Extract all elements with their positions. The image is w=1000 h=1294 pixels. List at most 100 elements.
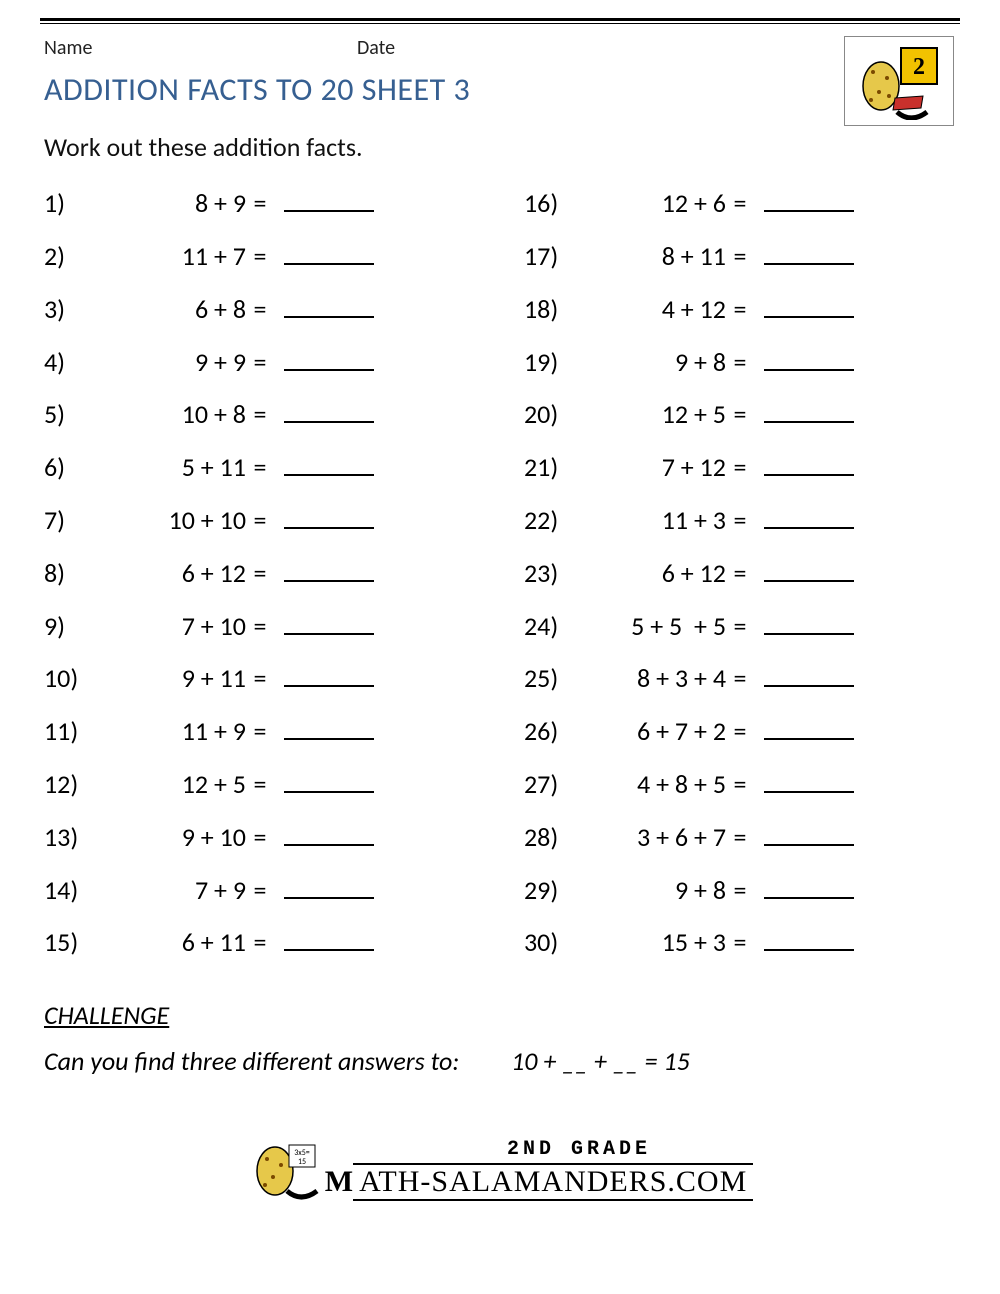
answer-blank[interactable] [764,607,854,634]
problem-number: 4) [44,346,96,379]
problem-row: 13)9 + 10= [44,819,444,854]
equals-sign: = [246,821,274,854]
problem-number: 13) [44,821,96,854]
answer-blank[interactable] [764,871,854,898]
equals-sign: = [726,398,754,431]
problem-row: 19)9 + 8= [524,343,924,378]
equals-sign: = [246,768,274,801]
answer-blank[interactable] [284,713,374,740]
answer-blank[interactable] [764,449,854,476]
answer-blank[interactable] [284,343,374,370]
equals-sign: = [246,504,274,537]
problem-expression: 8 + 11 [576,240,726,273]
footer-site: ATH-SALAMANDERS.COM [353,1163,753,1201]
problem-expression: 9 + 8 [576,874,726,907]
answer-blank[interactable] [284,291,374,318]
equals-sign: = [246,926,274,959]
answer-blank[interactable] [764,713,854,740]
answer-blank[interactable] [764,660,854,687]
answer-blank[interactable] [284,766,374,793]
problem-row: 4)9 + 9= [44,343,444,378]
answer-blank[interactable] [764,291,854,318]
problem-number: 14) [44,874,96,907]
answer-blank[interactable] [284,185,374,212]
answer-blank[interactable] [284,819,374,846]
problem-expression: 8 + 3 + 4 [576,662,726,695]
answer-blank[interactable] [284,238,374,265]
answer-blank[interactable] [764,343,854,370]
problem-row: 29)9 + 8= [524,871,924,906]
problem-number: 21) [524,451,576,484]
footer-salamander-icon: 3x5= 15 [247,1137,321,1201]
problem-row: 14)7 + 9= [44,871,444,906]
answer-blank[interactable] [284,924,374,951]
equals-sign: = [726,768,754,801]
problem-expression: 11 + 3 [576,504,726,537]
footer: 3x5= 15 2ND GRADE MATH-SALAMANDERS.COM [40,1137,960,1206]
name-date-row: Name Date [44,36,844,60]
answer-blank[interactable] [764,396,854,423]
footer-grade: 2ND GRADE [507,1138,651,1161]
answer-blank[interactable] [284,607,374,634]
problem-row: 9)7 + 10= [44,607,444,642]
answer-blank[interactable] [764,555,854,582]
problem-expression: 6 + 7 + 2 [576,715,726,748]
equals-sign: = [726,451,754,484]
problem-row: 27)4 + 8 + 5= [524,766,924,801]
answer-blank[interactable] [764,766,854,793]
equals-sign: = [726,715,754,748]
problem-row: 28)3 + 6 + 7= [524,819,924,854]
header: Name Date ADDITION FACTS TO 20 SHEET 3 2 [40,32,960,131]
problem-number: 30) [524,926,576,959]
problem-expression: 11 + 9 [96,715,246,748]
answer-blank[interactable] [284,660,374,687]
problem-expression: 12 + 5 [96,768,246,801]
problem-number: 9) [44,610,96,643]
challenge-body: Can you find three different answers to:… [44,1045,960,1077]
problem-expression: 6 + 12 [96,557,246,590]
problem-number: 26) [524,715,576,748]
problem-expression: 5 + 11 [96,451,246,484]
answer-blank[interactable] [764,819,854,846]
answer-blank[interactable] [284,396,374,423]
answer-blank[interactable] [764,502,854,529]
problem-row: 2)11 + 7= [44,238,444,273]
problem-row: 11)11 + 9= [44,713,444,748]
problem-number: 24) [524,610,576,643]
problem-expression: 6 + 8 [96,293,246,326]
problem-number: 11) [44,715,96,748]
answer-blank[interactable] [284,871,374,898]
page-title: ADDITION FACTS TO 20 SHEET 3 [44,70,844,109]
problem-number: 12) [44,768,96,801]
equals-sign: = [246,398,274,431]
equals-sign: = [726,504,754,537]
problem-expression: 9 + 11 [96,662,246,695]
problem-number: 3) [44,293,96,326]
answer-blank[interactable] [764,238,854,265]
problem-row: 30)15 + 3= [524,924,924,959]
answer-blank[interactable] [764,185,854,212]
problem-number: 7) [44,504,96,537]
challenge-equation: 10 + __ + __ = 15 [511,1045,690,1077]
answer-blank[interactable] [764,924,854,951]
problem-expression: 12 + 5 [576,398,726,431]
logo-salamander-icon: 2 [844,36,954,126]
problem-expression: 6 + 12 [576,557,726,590]
instruction-text: Work out these addition facts. [44,131,960,163]
answer-blank[interactable] [284,555,374,582]
problem-expression: 7 + 9 [96,874,246,907]
problem-row: 15)6 + 11= [44,924,444,959]
problem-number: 6) [44,451,96,484]
problem-row: 7)10 + 10= [44,502,444,537]
problem-expression: 3 + 6 + 7 [576,821,726,854]
problem-row: 12)12 + 5= [44,766,444,801]
problems-column-right: 16)12 + 6=17)8 + 11=18)4 + 12=19)9 + 8=2… [524,185,924,977]
answer-blank[interactable] [284,449,374,476]
answer-blank[interactable] [284,502,374,529]
problem-number: 17) [524,240,576,273]
problem-number: 16) [524,187,576,220]
problem-expression: 6 + 11 [96,926,246,959]
problem-number: 20) [524,398,576,431]
equals-sign: = [726,926,754,959]
equals-sign: = [246,240,274,273]
